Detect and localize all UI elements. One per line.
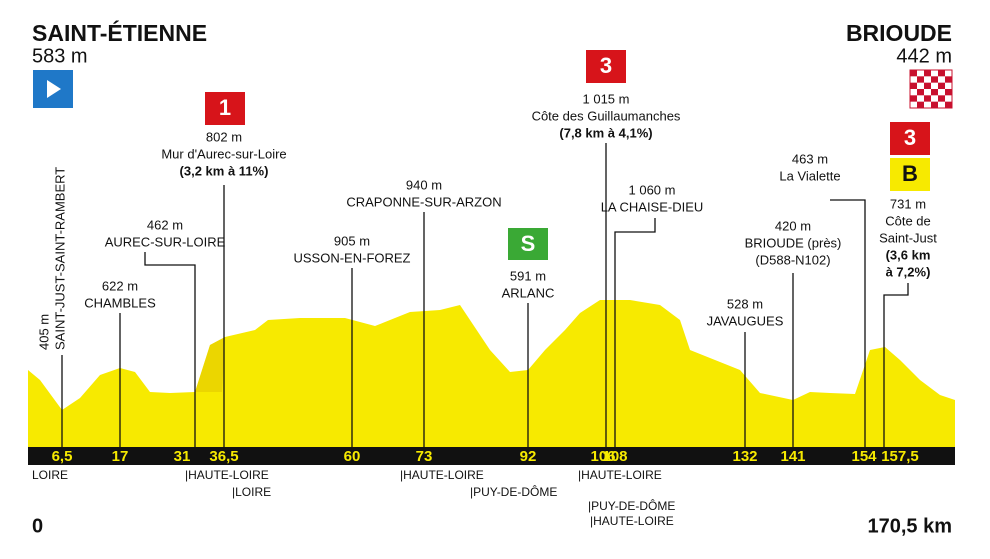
place-name: (3,6 km <box>886 247 931 262</box>
place-name: USSON-EN-FOREZ <box>294 250 411 265</box>
place-name: ARLANC <box>502 285 555 300</box>
altitude: 802 m <box>206 129 242 144</box>
finish-name: BRIOUDE <box>846 20 952 46</box>
finish-altitude: 442 m <box>896 45 952 67</box>
km-label: 106 <box>590 448 615 465</box>
km-bar <box>28 447 955 465</box>
region-label: |HAUTE-LOIRE <box>185 468 269 482</box>
km-label: 157,5 <box>881 448 919 465</box>
place-name: CHAMBLES <box>84 295 156 310</box>
place-name: (3,2 km à 11%) <box>180 163 269 178</box>
km-label: 154 <box>851 448 877 465</box>
altitude: 1 015 m <box>583 91 630 106</box>
badge <box>508 228 548 260</box>
badge-label: 3 <box>600 53 612 78</box>
flag-check <box>910 95 917 102</box>
badge <box>890 158 930 191</box>
altitude: 731 m <box>890 196 926 211</box>
badge <box>205 92 245 125</box>
place-name: (7,8 km à 4,1%) <box>559 125 652 140</box>
region-label: |HAUTE-LOIRE <box>400 468 484 482</box>
badge <box>586 50 626 83</box>
leader-line <box>614 218 656 447</box>
flag-check <box>945 76 952 83</box>
place-name: (D588-N102) <box>755 252 830 267</box>
altitude: 622 m <box>102 278 138 293</box>
place-name: LA CHAISE-DIEU <box>601 199 704 214</box>
profile-shade <box>195 337 225 392</box>
region-label: |PUY-DE-DÔME <box>588 498 675 513</box>
altitude: 591 m <box>510 268 546 283</box>
profile <box>28 300 955 447</box>
km-label: 31 <box>174 448 191 465</box>
km-label: 73 <box>416 448 433 465</box>
start-name: SAINT-ÉTIENNE <box>32 19 207 46</box>
altitude: 528 m <box>727 296 763 311</box>
region-label: |HAUTE-LOIRE <box>590 514 674 528</box>
start-altitude: 583 m <box>32 45 88 67</box>
place-name: à 7,2%) <box>886 264 931 279</box>
flag-check <box>924 95 931 102</box>
leader-line <box>830 199 866 447</box>
km-label: 132 <box>732 448 757 465</box>
badge-label: 1 <box>219 95 231 120</box>
place-name: Côte des Guillaumanches <box>532 108 681 123</box>
flag-check <box>924 70 931 77</box>
region-label: LOIRE <box>32 468 68 482</box>
altitude: 463 m <box>792 151 828 166</box>
place-name: AUREC-SUR-LOIRE <box>105 234 226 249</box>
region-label: |HAUTE-LOIRE <box>578 468 662 482</box>
place-name: SAINT-JUST-SAINT-RAMBERT <box>52 167 67 350</box>
altitude: 940 m <box>406 177 442 192</box>
altitude: 905 m <box>334 233 370 248</box>
region-label: |PUY-DE-DÔME <box>470 484 557 499</box>
km-label: 92 <box>520 448 537 465</box>
place-name: Saint-Just <box>879 230 937 245</box>
badge-label: 3 <box>904 125 916 150</box>
flag-check <box>924 82 931 89</box>
place-name: Côte de <box>885 213 931 228</box>
leader-line <box>883 283 909 447</box>
flag-check <box>938 70 945 77</box>
place-name: BRIOUDE (près) <box>745 235 842 250</box>
place-name: La Vialette <box>779 168 840 183</box>
altitude: 420 m <box>775 218 811 233</box>
flag-check <box>917 101 924 108</box>
km-label: 60 <box>344 448 361 465</box>
start-arrow <box>47 80 61 98</box>
altitude: 405 m <box>36 314 51 350</box>
finish-icon <box>909 69 953 109</box>
badge-label: S <box>521 231 536 256</box>
flag-check <box>910 70 917 77</box>
place-name: JAVAUGUES <box>707 313 784 328</box>
km-label: 108 <box>602 448 627 465</box>
flag-check <box>931 76 938 83</box>
region-label: |LOIRE <box>232 485 271 499</box>
km-label: 141 <box>780 448 805 465</box>
flag-check <box>945 101 952 108</box>
flag-check <box>917 76 924 83</box>
km-label: 36,5 <box>209 448 238 465</box>
place-name: CRAPONNE-SUR-ARZON <box>346 194 501 209</box>
flag-check <box>931 88 938 96</box>
flag-check <box>931 101 938 108</box>
distance-start: 0 <box>32 515 43 537</box>
flag-check <box>945 88 952 96</box>
badge <box>890 122 930 155</box>
distance-end: 170,5 km <box>867 515 952 537</box>
altitude: 462 m <box>147 217 183 232</box>
flag-check <box>938 82 945 89</box>
altitude: 1 060 m <box>629 182 676 197</box>
km-label: 17 <box>112 448 129 465</box>
flag-check <box>938 95 945 102</box>
place-name: Mur d'Aurec-sur-Loire <box>161 146 286 161</box>
flag-check <box>910 82 917 89</box>
leader-line <box>144 252 196 447</box>
flag-check <box>917 88 924 96</box>
km-label: 6,5 <box>52 448 73 465</box>
badge-label: B <box>902 161 918 186</box>
